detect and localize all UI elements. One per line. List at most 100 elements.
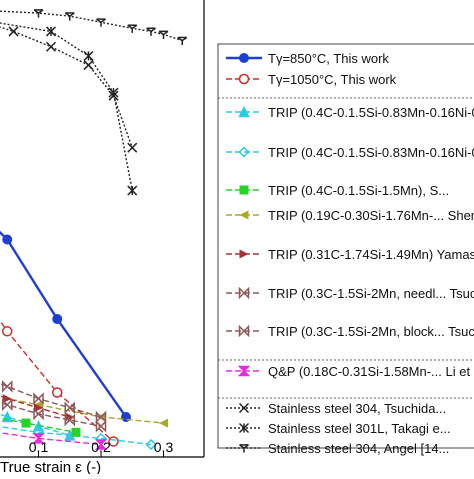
plot-area: 0.1 0.2 0.3 True strain ε (-) [0, 0, 205, 476]
data-point-11-3 [108, 87, 119, 98]
series-8 [0, 398, 107, 433]
legend-label-9: Q&P (0.18C-0.31Si-1.58Mn-... Li et al. [… [268, 364, 474, 379]
data-point-11-2 [83, 50, 94, 61]
data-point-10-5 [127, 142, 138, 153]
legend-label-11: Stainless steel 301L, Takagi e... [268, 421, 451, 436]
legend-entry-5: TRIP (0.19C-0.30Si-1.76Mn-... Shen et al… [226, 208, 474, 223]
legend-entry-6: TRIP (0.31C-1.74Si-1.49Mn) Yamashita et … [226, 247, 474, 262]
legend-marker-2 [238, 105, 250, 118]
series-line-3 [0, 425, 152, 446]
legend-marker-7 [238, 286, 250, 300]
data-point-5-3 [159, 418, 168, 428]
legend-entry-12: Stainless steel 304, Angel [14... [226, 441, 449, 456]
series-11 [0, 22, 138, 196]
data-point-12-3 [96, 18, 106, 27]
data-point-3-3 [145, 438, 157, 451]
data-point-4-1 [21, 418, 31, 428]
series-1 [0, 319, 119, 447]
legend-entry-11: Stainless steel 301L, Takagi e... [226, 421, 451, 436]
data-point-7-2 [33, 392, 44, 405]
legend-label-3: TRIP (0.4C-0.1.5Si-0.83Mn-0.16Ni-0.17Cr,… [268, 145, 474, 160]
legend-label-8: TRIP (0.3C-1.5Si-2Mn, block... Tsuchida … [268, 324, 474, 339]
data-point-1-2 [52, 387, 63, 398]
data-point-0-1 [2, 234, 13, 245]
legend-marker-3 [238, 146, 250, 158]
series-7 [0, 380, 107, 424]
legend-marker-1 [238, 73, 250, 85]
legend-label-10: Stainless steel 304, Tsuchida... [268, 401, 446, 416]
legend-entry-10: Stainless steel 304, Tsuchida... [226, 401, 446, 416]
data-point-12-7 [177, 36, 188, 46]
data-point-7-3 [64, 401, 75, 415]
series-12 [0, 9, 188, 46]
x-tick-label-0: 0.1 [29, 439, 49, 455]
x-tick-label-2: 0.3 [154, 439, 174, 455]
legend-label-6: TRIP (0.31C-1.74Si-1.49Mn) Yamashita et … [268, 247, 474, 262]
series-0 [0, 230, 131, 422]
data-point-11-1 [45, 26, 57, 37]
legend-label-7: TRIP (0.3C-1.5Si-2Mn, needl... Tsuchida … [268, 286, 474, 301]
data-point-12-6 [158, 30, 169, 39]
series-line-11 [0, 22, 133, 191]
series-line-10 [0, 26, 133, 148]
legend-marker-6 [239, 249, 249, 259]
data-point-4-2 [71, 427, 81, 437]
legend-entry-0: Tγ=850°C, This work [226, 51, 389, 66]
series-line-0 [0, 230, 127, 418]
series-line-12 [0, 10, 183, 42]
data-point-7-4 [95, 410, 107, 424]
series-line-1 [0, 319, 114, 442]
legend-label-4: TRIP (0.4C-0.1.5Si-1.5Mn), S... [268, 183, 449, 198]
x-tick-label-1: 0.2 [91, 439, 111, 455]
series-10 [0, 26, 138, 153]
legend-label-5: TRIP (0.19C-0.30Si-1.76Mn-... Shen et al… [268, 208, 474, 223]
data-point-0-2 [52, 314, 63, 325]
legend-box [217, 43, 474, 449]
legend-marker-12 [239, 444, 249, 453]
data-point-9-1 [32, 433, 45, 444]
series-6 [0, 394, 75, 422]
x-axis-label: True strain ε (-) [0, 459, 101, 474]
data-point-1-1 [2, 326, 13, 337]
legend-label-1: Tγ=1050°C, This work [268, 72, 397, 87]
data-point-12-1 [33, 9, 44, 18]
legend-marker-0 [239, 53, 249, 63]
data-point-8-2 [33, 407, 44, 421]
legend-label-0: Tγ=850°C, This work [268, 51, 389, 66]
data-point-8-3 [64, 413, 75, 427]
legend-entry-8: TRIP (0.3C-1.5Si-2Mn, block... Tsuchida … [226, 324, 474, 339]
data-point-9-2 [94, 439, 108, 450]
data-point-7-1 [2, 380, 13, 393]
data-point-6-2 [34, 403, 43, 413]
data-point-6-1 [2, 394, 12, 404]
legend-entry-9: Q&P (0.18C-0.31Si-1.58Mn-... Li et al. [… [226, 364, 474, 379]
data-point-12-4 [127, 24, 138, 33]
data-point-10-1 [8, 26, 19, 37]
data-point-11-4 [127, 185, 138, 196]
data-point-8-1 [2, 398, 13, 412]
legend-label-12: Stainless steel 304, Angel [14... [268, 441, 449, 456]
legend-entry-3: TRIP (0.4C-0.1.5Si-0.83Mn-0.16Ni-0.17Cr,… [226, 145, 474, 160]
legend-marker-5 [239, 210, 249, 220]
series-line-5 [0, 396, 164, 424]
data-point-10-3 [83, 60, 94, 71]
series-line-7 [0, 382, 102, 418]
legend-entry-4: TRIP (0.4C-0.1.5Si-1.5Mn), S... [226, 183, 449, 198]
legend-marker-9 [237, 365, 251, 377]
data-point-12-5 [146, 27, 156, 36]
series-4 [0, 417, 81, 437]
legend: Tγ=850°C, This work Tγ=1050°C, This work T… [217, 43, 474, 456]
data-point-8-4 [95, 419, 107, 433]
legend-marker-11 [238, 422, 250, 434]
data-point-10-2 [45, 41, 57, 52]
legend-label-2: TRIP (0.4C-0.1.5Si-0.83Mn-0.16Ni-0.17Cr,… [268, 105, 474, 120]
series-9 [0, 432, 108, 450]
legend-entry-1: Tγ=1050°C, This work [226, 72, 397, 87]
series-line-6 [0, 395, 70, 418]
legend-marker-8 [238, 324, 250, 338]
legend-marker-4 [239, 185, 249, 195]
data-point-12-2 [64, 12, 75, 21]
legend-marker-10 [238, 402, 250, 414]
